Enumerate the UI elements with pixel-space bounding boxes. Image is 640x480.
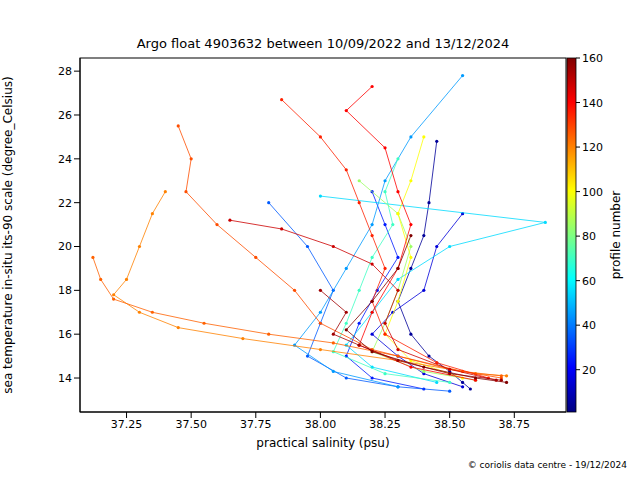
svg-text:38.75: 38.75 (499, 418, 531, 431)
svg-text:© coriolis data centre - 19/12: © coriolis data centre - 19/12/2024 (468, 460, 628, 470)
svg-text:60: 60 (582, 275, 596, 288)
svg-text:profile number: profile number (609, 191, 623, 280)
svg-text:37.75: 37.75 (240, 418, 272, 431)
svg-text:20: 20 (58, 240, 72, 253)
svg-text:20: 20 (582, 364, 596, 377)
svg-text:practical salinity (psu): practical salinity (psu) (256, 436, 389, 450)
svg-text:22: 22 (58, 197, 72, 210)
svg-text:38.50: 38.50 (434, 418, 466, 431)
svg-text:160: 160 (582, 52, 603, 65)
svg-text:37.25: 37.25 (111, 418, 143, 431)
svg-text:100: 100 (582, 186, 603, 199)
svg-text:80: 80 (582, 230, 596, 243)
svg-text:Argo float 4903632 between 10/: Argo float 4903632 between 10/09/2022 an… (137, 36, 510, 51)
svg-text:120: 120 (582, 141, 603, 154)
svg-text:sea temperature in-situ its-90: sea temperature in-situ its-90 scale (de… (8, 76, 15, 393)
svg-text:16: 16 (58, 328, 72, 341)
svg-text:38.25: 38.25 (369, 418, 401, 431)
svg-text:38.00: 38.00 (305, 418, 337, 431)
svg-text:140: 140 (582, 97, 603, 110)
svg-text:37.50: 37.50 (175, 418, 207, 431)
svg-text:28: 28 (58, 65, 72, 78)
svg-text:18: 18 (58, 284, 72, 297)
svg-text:40: 40 (582, 319, 596, 332)
svg-text:14: 14 (58, 372, 72, 385)
svg-text:26: 26 (58, 109, 72, 122)
svg-text:24: 24 (58, 153, 72, 166)
